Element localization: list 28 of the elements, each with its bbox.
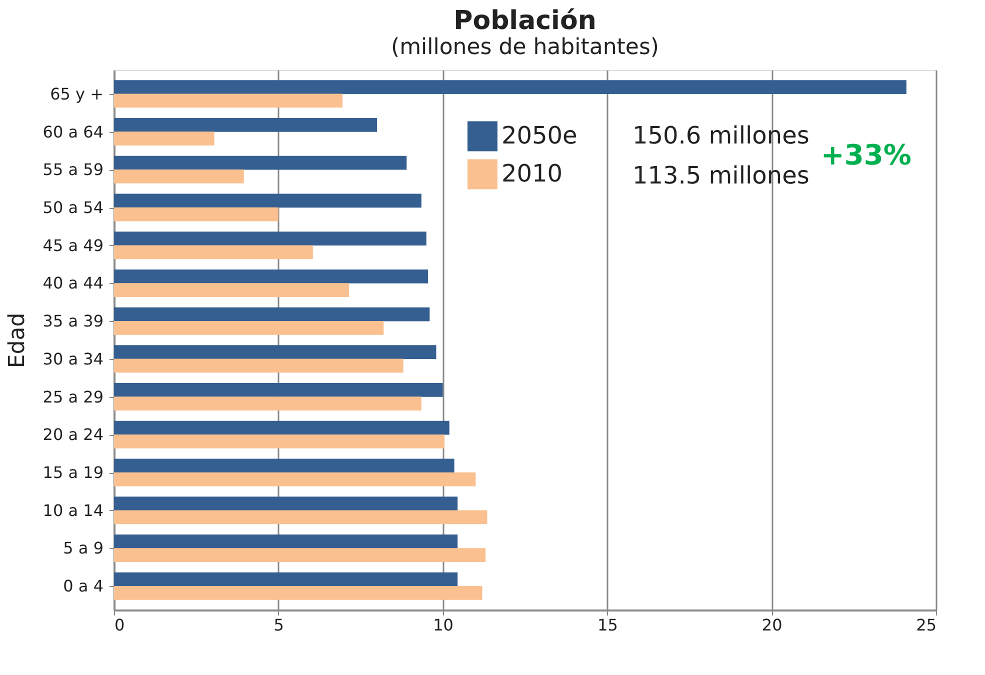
chart-subtitle: (millones de habitantes) [391,35,659,60]
y-tick-label: 60 a 64 [42,122,104,142]
y-tick-label: 20 a 24 [42,425,104,444]
y-tick-label: 50 a 54 [42,198,104,217]
x-tick-label: 0 [114,616,125,634]
annotation: +33% [820,138,912,172]
annotation: 113.5 millones [632,161,810,190]
y-axis-title: Edad [4,312,30,368]
x-tick-label: 10 [433,616,454,634]
annotation: 150.6 millones [632,121,810,150]
x-tick-label: 15 [598,616,618,634]
y-tick-label: 40 a 44 [42,274,104,293]
y-tick-label: 45 a 49 [42,236,104,255]
y-tick-label: 30 a 34 [42,349,104,368]
x-tick-label: 5 [274,616,284,634]
y-tick-label: 10 a 14 [42,500,104,520]
y-tick-label: 15 a 19 [42,463,104,482]
y-tick-label: 65 y + [50,84,104,104]
y-tick-label: 55 a 59 [42,160,104,180]
y-tick-label: 0 a 4 [63,576,104,596]
legend-label: 2050e [501,121,578,150]
y-tick-label: 5 a 9 [63,538,104,558]
chart-title: Población [454,6,596,36]
x-tick-label: 20 [762,616,782,634]
y-tick-label: 25 a 29 [42,387,104,406]
x-tick-label: 25 [916,616,936,634]
legend-label: 2010 [501,159,563,188]
y-tick-label: 35 a 39 [42,312,104,331]
